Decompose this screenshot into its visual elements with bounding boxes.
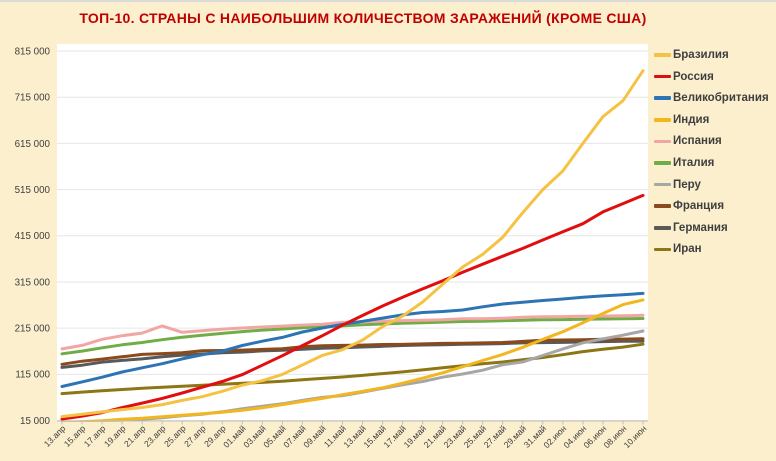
legend-item-Великобритания: Великобритания bbox=[654, 92, 769, 104]
legend-label: Перу bbox=[673, 178, 701, 191]
legend-label: Испания bbox=[673, 135, 722, 148]
y-tick-label: 615 000 bbox=[15, 139, 51, 150]
legend-label: Италия bbox=[673, 156, 715, 169]
legend-item-Перу: Перу bbox=[654, 179, 769, 191]
legend-item-Франция: Франция bbox=[654, 200, 769, 212]
legend-item-Индия: Индия bbox=[654, 114, 769, 126]
series-line-Иран bbox=[60, 342, 645, 396]
legend-swatch bbox=[654, 53, 671, 57]
y-axis-labels: 15 000 115 000 215 000 315 000 415 000 515 00… bbox=[15, 46, 51, 427]
y-tick-label: 215 000 bbox=[15, 324, 51, 335]
y-tick-label: 815 000 bbox=[15, 46, 51, 57]
legend-item-Италия: Италия bbox=[654, 157, 769, 169]
y-tick-label: 15 000 bbox=[20, 416, 51, 427]
series-lines bbox=[60, 69, 645, 422]
legend-item-Германия: Германия bbox=[654, 222, 769, 234]
x-axis bbox=[57, 420, 648, 425]
legend-swatch bbox=[654, 204, 671, 208]
y-tick-label: 315 000 bbox=[15, 277, 51, 288]
legend-label: Индия bbox=[673, 113, 710, 126]
legend-item-Россия: Россия bbox=[654, 71, 769, 83]
window-edge bbox=[0, 0, 776, 2]
series-line-Германия bbox=[60, 339, 645, 369]
legend-label: Россия bbox=[673, 70, 714, 83]
legend-item-Иран: Иран bbox=[654, 243, 769, 255]
legend-item-Бразилия: Бразилия bbox=[654, 49, 769, 61]
y-tick-label: 115 000 bbox=[15, 370, 50, 381]
x-tick-label: 10.июн bbox=[622, 423, 649, 450]
legend-swatch bbox=[654, 247, 671, 252]
legend-swatch bbox=[654, 74, 671, 79]
legend-swatch bbox=[654, 161, 671, 165]
series-line-Россия bbox=[60, 193, 645, 421]
legend-swatch bbox=[654, 139, 671, 144]
chart-legend: Бразилия Россия Великобритания Индия Испания… bbox=[654, 49, 769, 255]
legend-label: Великобритания bbox=[673, 92, 769, 105]
legend-item-Испания: Испания bbox=[654, 135, 769, 147]
y-tick-label: 715 000 bbox=[15, 93, 51, 104]
legend-swatch bbox=[654, 182, 671, 187]
series-line-Бразилия bbox=[60, 69, 645, 419]
legend-swatch bbox=[654, 117, 671, 122]
legend-label: Иран bbox=[673, 243, 702, 256]
legend-swatch bbox=[654, 96, 671, 100]
y-tick-label: 515 000 bbox=[15, 185, 51, 196]
series-line-Индия bbox=[60, 298, 645, 422]
legend-label: Франция bbox=[673, 200, 725, 213]
y-tick-label: 415 000 bbox=[15, 231, 51, 242]
legend-swatch bbox=[654, 225, 671, 230]
series-line-Италия bbox=[60, 317, 645, 356]
chart-title: ТОП-10. СТРАНЫ С НАИБОЛЬШИМ КОЛИЧЕСТВОМ … bbox=[79, 10, 647, 26]
x-axis-labels: 13.апр15.апр17.апр19.апр21.апр23.апр25.а… bbox=[42, 423, 649, 450]
legend-label: Бразилия bbox=[673, 49, 729, 61]
legend-label: Германия bbox=[673, 221, 728, 234]
series-line-Великобритания bbox=[60, 291, 645, 388]
